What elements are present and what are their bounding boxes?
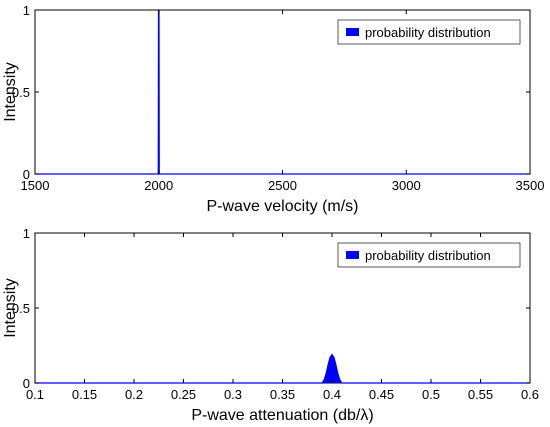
legend: probability distribution: [337, 19, 521, 45]
x-tick-label: 0.4: [323, 387, 341, 402]
chart-panel-1: 1500 2000 2500 3000 3500 0 0.5 1 P-wave velocity…: [2, 3, 544, 215]
y-tick-label: 0: [23, 167, 30, 182]
legend-box: [337, 242, 521, 268]
x-tick-label: 0.35: [270, 387, 295, 402]
x-tick-label: 1500: [21, 178, 50, 193]
legend-swatch: [346, 251, 359, 259]
y-axis-label: Intensity: [2, 62, 19, 122]
x-tick-label: 0.6: [521, 387, 539, 402]
x-tick-label: 2000: [144, 178, 173, 193]
x-tick-label: 3500: [516, 178, 545, 193]
y-tick-label: 1: [23, 3, 30, 18]
y-tick-label: 0.5: [12, 85, 30, 100]
x-tick-label: 3000: [392, 178, 421, 193]
x-tick-label: 0.5: [422, 387, 440, 402]
x-tick-label: 0.55: [468, 387, 493, 402]
x-axis-label: P-wave velocity (m/s): [206, 198, 358, 215]
legend-label: probability distribution: [365, 25, 491, 40]
legend-box: [337, 19, 521, 45]
y-tick-label: 0: [23, 376, 30, 391]
x-tick-label: 0.3: [224, 387, 242, 402]
legend-label: probability distribution: [365, 248, 491, 263]
x-tick-label: 0.25: [171, 387, 196, 402]
series-line: [35, 353, 530, 384]
legend-swatch: [346, 28, 359, 36]
legend: probability distribution: [337, 242, 521, 268]
y-axis-label: Intensity: [2, 278, 19, 338]
x-tick-label: 0.1: [26, 387, 44, 402]
y-tick-label: 0.5: [12, 301, 30, 316]
y-tick-label: 1: [23, 226, 30, 241]
x-tick-label: 0.2: [125, 387, 143, 402]
x-tick-label: 0.45: [369, 387, 394, 402]
x-axis-label: P-wave attenuation (db/λ): [191, 407, 373, 424]
x-tick-label: 2500: [268, 178, 297, 193]
chart-panel-2: 0.1 0.15 0.2 0.25 0.3 0.35 0.4 0.45 0.5 0.55 0.6 0 0…: [2, 226, 539, 424]
x-tick-label: 0.15: [72, 387, 97, 402]
